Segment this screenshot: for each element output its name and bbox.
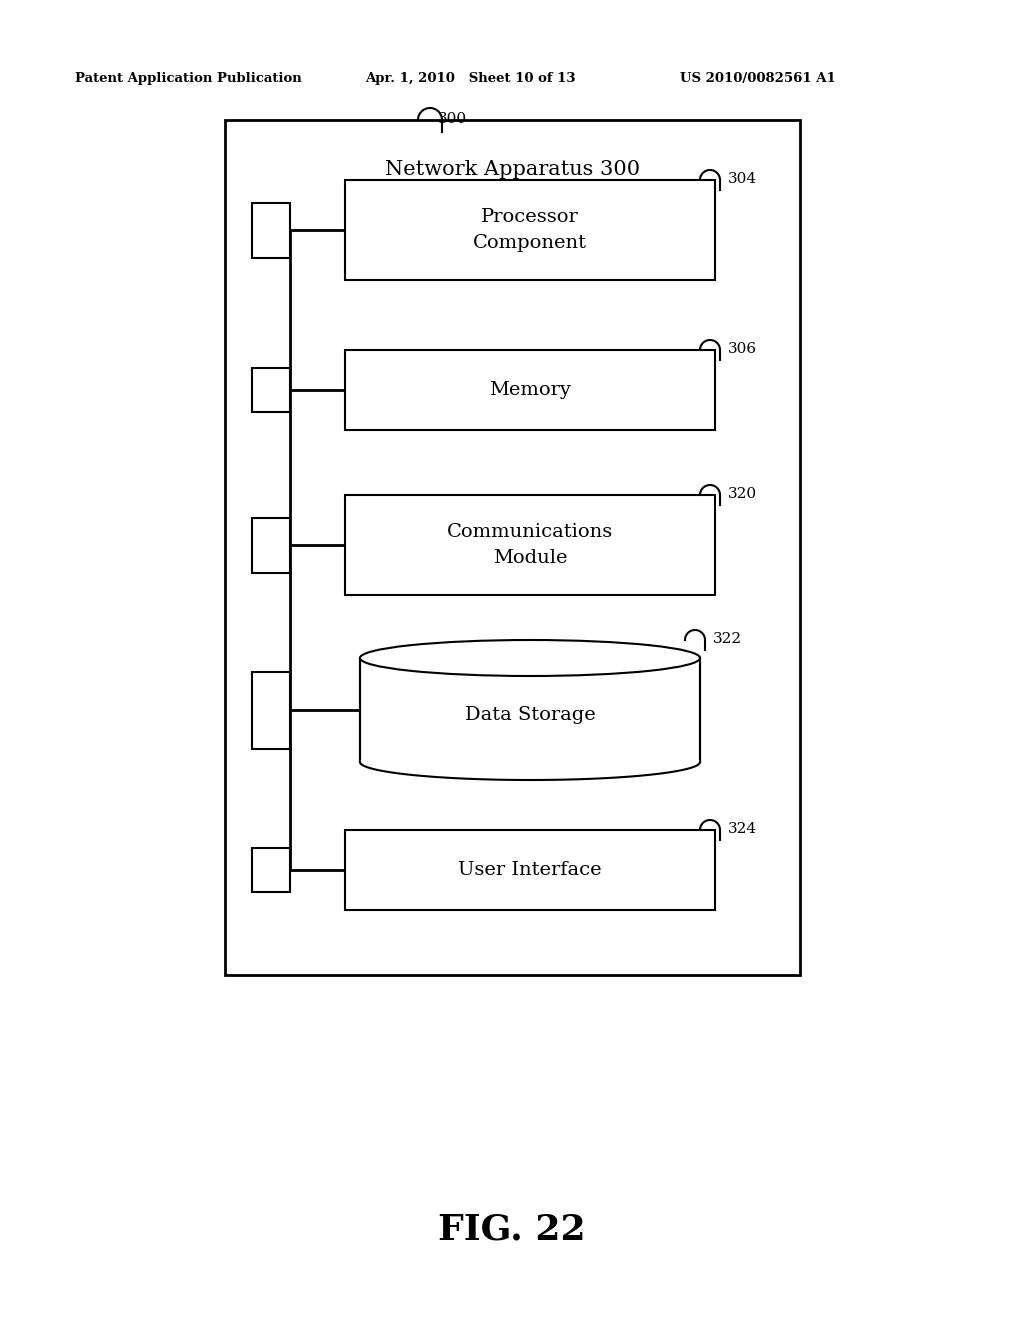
Text: 320: 320 (728, 487, 757, 502)
Text: FIG. 22: FIG. 22 (438, 1213, 586, 1247)
Bar (252, 517, 290, 573)
Ellipse shape (360, 640, 700, 676)
Bar (345, 495, 715, 595)
Bar (252, 672, 290, 748)
Bar (345, 180, 715, 280)
Ellipse shape (360, 744, 700, 780)
Text: 304: 304 (728, 172, 757, 186)
Bar (252, 202, 290, 257)
Bar (225, 120, 800, 975)
Text: 324: 324 (728, 822, 757, 836)
Bar (252, 847, 290, 892)
Text: 300: 300 (438, 112, 467, 125)
Text: Memory: Memory (489, 381, 571, 399)
Text: Patent Application Publication: Patent Application Publication (75, 73, 302, 84)
Bar (360, 657, 700, 762)
Text: Network Apparatus 300: Network Apparatus 300 (385, 160, 640, 180)
Bar (345, 350, 715, 430)
Text: User Interface: User Interface (458, 861, 602, 879)
Text: Apr. 1, 2010   Sheet 10 of 13: Apr. 1, 2010 Sheet 10 of 13 (365, 73, 575, 84)
Text: US 2010/0082561 A1: US 2010/0082561 A1 (680, 73, 836, 84)
Bar (252, 368, 290, 412)
Text: 306: 306 (728, 342, 757, 356)
Text: 322: 322 (713, 632, 742, 645)
Text: Communications
Module: Communications Module (446, 523, 613, 568)
Bar (345, 830, 715, 909)
Text: Data Storage: Data Storage (465, 706, 595, 723)
Text: Processor
Component: Processor Component (473, 207, 587, 252)
